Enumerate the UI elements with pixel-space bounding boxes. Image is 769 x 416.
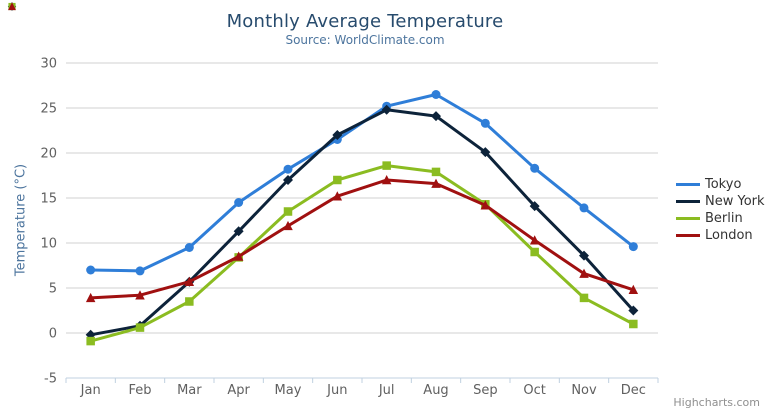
y-axis-label: 10 — [40, 237, 57, 252]
x-axis-label: Oct — [523, 383, 545, 398]
x-axis-label: Jul — [378, 383, 395, 398]
data-point[interactable] — [480, 200, 491, 210]
data-point[interactable] — [185, 297, 194, 306]
legend-item-tokyo[interactable]: Tokyo — [676, 176, 765, 193]
data-point[interactable] — [233, 251, 244, 261]
series-new-york — [89, 108, 635, 337]
data-point[interactable] — [283, 220, 293, 231]
series-london — [89, 178, 635, 300]
legend-symbol-circle-icon — [676, 183, 700, 186]
x-axis-label: May — [275, 383, 302, 398]
series-berlin — [89, 164, 635, 343]
chart-title: Monthly Average Temperature — [226, 11, 504, 32]
data-point[interactable] — [431, 167, 441, 177]
data-point[interactable] — [530, 247, 539, 257]
legend-item-new-york[interactable]: New York — [676, 193, 765, 210]
x-axis-label: Sep — [473, 383, 498, 398]
data-point[interactable] — [184, 243, 194, 252]
data-point[interactable] — [381, 104, 392, 115]
chart-subtitle: Source: WorldClimate.com — [285, 33, 445, 47]
data-point[interactable] — [579, 268, 589, 278]
series-line-london — [89, 178, 635, 300]
x-axis-label: Mar — [177, 383, 202, 398]
legend: Tokyo New York Berlin London — [676, 176, 765, 244]
y-axis-label: 20 — [40, 147, 57, 162]
series-line-berlin — [89, 164, 635, 343]
y-axis-label: 15 — [40, 192, 57, 207]
data-point[interactable] — [85, 292, 96, 303]
legend-symbol-diamond-icon — [676, 200, 700, 203]
legend-symbol-square-icon — [676, 217, 700, 220]
data-point[interactable] — [332, 191, 343, 201]
x-axis-label: Jun — [326, 383, 347, 398]
data-point[interactable] — [579, 293, 589, 303]
x-axis-label: Dec — [621, 383, 646, 398]
x-axis-label: Aug — [423, 383, 448, 398]
data-point[interactable] — [579, 203, 589, 213]
legend-item-berlin[interactable]: Berlin — [676, 210, 765, 227]
y-axis-label: 5 — [49, 282, 57, 297]
legend-label: Berlin — [705, 211, 743, 226]
data-point[interactable] — [431, 111, 441, 122]
x-axis-label: Jan — [80, 383, 101, 398]
credits-link[interactable]: Highcharts.com — [673, 396, 760, 409]
data-point[interactable] — [431, 178, 441, 188]
data-point[interactable] — [530, 163, 540, 173]
y-axis-label: 0 — [49, 327, 57, 342]
data-point[interactable] — [86, 265, 96, 275]
data-point[interactable] — [628, 305, 639, 316]
data-point[interactable] — [629, 319, 638, 329]
data-point[interactable] — [283, 207, 293, 216]
data-point[interactable] — [579, 250, 589, 261]
data-point[interactable] — [8, 2, 16, 11]
data-point[interactable] — [529, 201, 540, 212]
data-point[interactable] — [381, 175, 392, 185]
y-axis-label: 25 — [40, 102, 57, 117]
legend-item-london[interactable]: London — [676, 227, 765, 244]
data-point[interactable] — [333, 175, 342, 185]
data-point[interactable] — [431, 90, 441, 99]
legend-label: New York — [705, 194, 765, 209]
legend-label: Tokyo — [705, 177, 742, 192]
data-point[interactable] — [184, 276, 195, 286]
x-axis-label: Apr — [227, 383, 250, 398]
y-axis-label: -5 — [44, 372, 57, 387]
data-point[interactable] — [382, 161, 391, 170]
data-point[interactable] — [283, 164, 293, 174]
legend-label: London — [705, 228, 753, 243]
data-point[interactable] — [480, 147, 491, 158]
legend-symbol-triangle-icon — [676, 234, 700, 237]
x-axis-label: Nov — [571, 383, 597, 398]
data-point[interactable] — [628, 242, 638, 252]
y-axis-label: 30 — [40, 57, 57, 72]
export-menu-button[interactable] — [733, 18, 759, 38]
data-point[interactable] — [628, 284, 639, 295]
data-point[interactable] — [332, 130, 343, 140]
data-point[interactable] — [529, 235, 540, 245]
data-point[interactable] — [283, 175, 293, 185]
series-line-new-york — [89, 108, 635, 337]
x-axis-label: Feb — [128, 383, 151, 398]
data-point[interactable] — [135, 290, 145, 300]
data-point[interactable] — [135, 266, 145, 276]
data-point[interactable] — [135, 323, 145, 332]
data-point[interactable] — [480, 118, 490, 128]
data-point[interactable] — [234, 198, 244, 207]
data-point[interactable] — [86, 336, 95, 346]
data-point[interactable] — [233, 226, 244, 237]
